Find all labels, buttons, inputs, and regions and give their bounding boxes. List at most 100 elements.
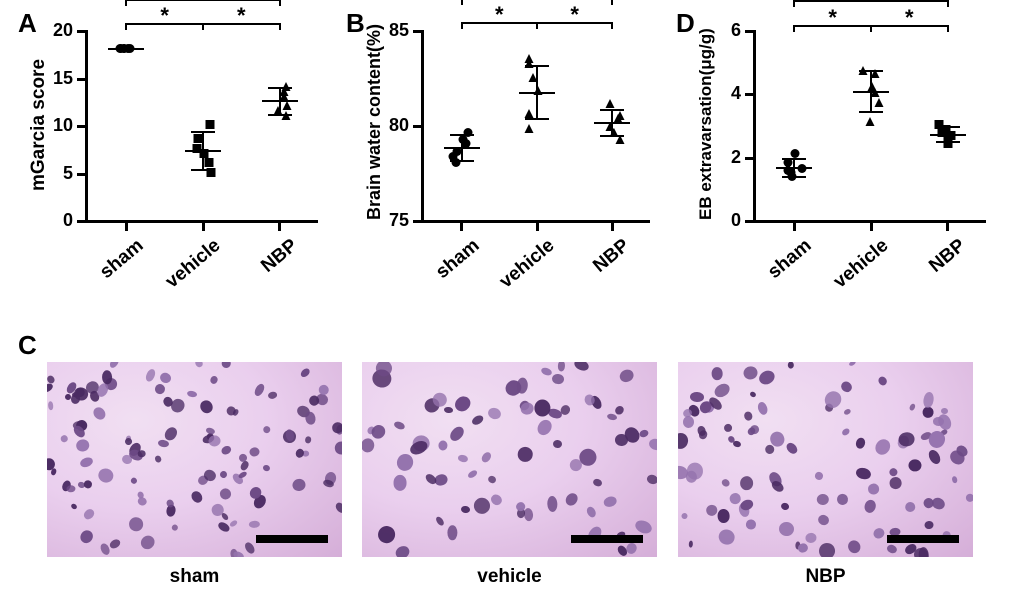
nucleus xyxy=(585,506,597,519)
nucleus xyxy=(854,436,866,449)
y-tick xyxy=(745,220,753,223)
nucleus xyxy=(486,475,497,485)
micrograph-image xyxy=(47,362,342,557)
nucleus xyxy=(334,441,342,456)
nucleus xyxy=(742,365,759,381)
error-bar xyxy=(461,135,463,162)
error-cap xyxy=(191,131,215,133)
nucleus xyxy=(139,533,158,552)
nucleus xyxy=(194,362,204,369)
nucleus xyxy=(836,493,849,506)
nucleus xyxy=(448,424,467,443)
nucleus xyxy=(453,394,474,415)
panel-label-b: B xyxy=(346,8,365,39)
sig-bracket-end xyxy=(793,25,795,32)
nucleus xyxy=(638,429,649,439)
nucleus xyxy=(487,407,503,422)
nucleus xyxy=(841,427,851,436)
nucleus xyxy=(745,519,757,530)
nucleus xyxy=(249,521,260,528)
nucleus xyxy=(83,508,97,522)
sig-bracket-end xyxy=(279,0,281,6)
nucleus xyxy=(78,528,95,546)
nucleus xyxy=(683,416,695,429)
sig-star: * xyxy=(905,7,914,29)
nucleus xyxy=(444,407,453,414)
sig-bracket-end xyxy=(947,0,949,7)
error-cap xyxy=(782,158,806,160)
nucleus xyxy=(722,422,733,433)
nucleus xyxy=(79,456,94,469)
nucleus xyxy=(728,492,741,505)
nucleus xyxy=(849,362,857,366)
nucleus xyxy=(220,444,233,456)
nucleus xyxy=(558,362,566,371)
y-axis xyxy=(85,30,88,220)
sig-star: * xyxy=(867,0,876,4)
sig-bracket-end xyxy=(611,0,613,5)
sig-star: * xyxy=(495,4,504,26)
nucleus xyxy=(592,478,603,488)
nucleus xyxy=(237,470,248,479)
error-cap xyxy=(859,70,883,72)
error-cap xyxy=(525,65,549,67)
nucleus xyxy=(966,494,973,503)
x-tick xyxy=(536,223,539,231)
data-point xyxy=(865,113,874,131)
nucleus xyxy=(217,521,231,534)
nucleus xyxy=(689,391,704,402)
error-bar xyxy=(611,110,613,137)
nucleus xyxy=(458,454,469,463)
micrograph-vehicle xyxy=(362,362,657,557)
y-tick xyxy=(413,30,421,33)
nucleus xyxy=(190,489,205,504)
nucleus xyxy=(96,467,114,484)
nucleus xyxy=(787,362,794,369)
nucleus xyxy=(888,466,899,477)
nucleus xyxy=(648,438,657,452)
error-bar xyxy=(870,71,872,112)
nucleus xyxy=(375,524,397,546)
nucleus xyxy=(109,538,122,550)
error-cap xyxy=(600,109,624,111)
nucleus xyxy=(109,362,121,369)
sig-star: * xyxy=(828,7,837,29)
nucleus xyxy=(614,404,626,416)
nucleus xyxy=(913,547,928,557)
error-cap xyxy=(450,160,474,162)
nucleus xyxy=(480,451,493,465)
nucleus xyxy=(91,405,108,422)
nucleus xyxy=(130,477,139,486)
y-axis xyxy=(753,30,756,220)
y-axis-label: EB extravarsation(μg/g) xyxy=(696,30,716,220)
error-cap xyxy=(525,118,549,120)
sig-bracket-end xyxy=(125,0,127,6)
nucleus xyxy=(930,496,946,511)
nucleus xyxy=(171,524,179,532)
nucleus xyxy=(70,503,78,511)
nucleus xyxy=(229,519,238,527)
x-tick xyxy=(611,223,614,231)
sig-star: * xyxy=(570,4,579,26)
nucleus xyxy=(262,425,271,434)
nucleus xyxy=(743,410,753,421)
nucleus xyxy=(785,441,800,456)
error-cap xyxy=(936,141,960,143)
x-tick xyxy=(202,223,205,231)
nucleus xyxy=(128,516,144,531)
nucleus xyxy=(712,367,723,380)
nucleus xyxy=(154,455,162,464)
nucleus xyxy=(855,466,872,480)
nucleus xyxy=(208,435,221,447)
nucleus xyxy=(679,512,688,521)
nucleus xyxy=(756,400,769,416)
micrograph-label: NBP xyxy=(678,566,973,588)
nucleus xyxy=(222,362,232,368)
sig-bracket-end xyxy=(125,23,127,30)
nucleus xyxy=(780,501,790,511)
nucleus xyxy=(846,538,863,556)
nucleus xyxy=(908,459,921,471)
nucleus xyxy=(872,526,886,540)
error-bar xyxy=(279,88,281,115)
sig-bracket-end xyxy=(611,22,613,29)
